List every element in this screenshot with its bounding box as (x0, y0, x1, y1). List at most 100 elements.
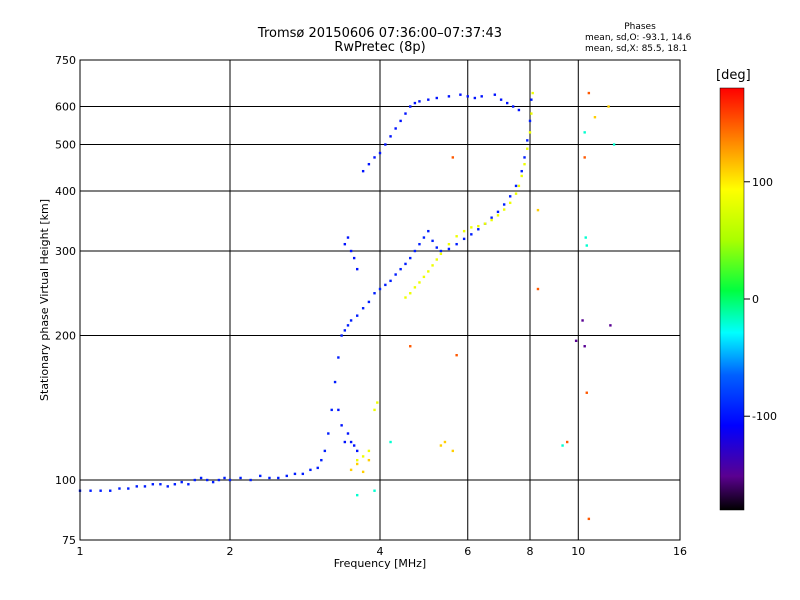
data-point (528, 131, 532, 134)
data-point (565, 440, 569, 444)
data-point (409, 256, 412, 260)
data-point (530, 98, 533, 101)
data-point (211, 480, 215, 484)
data-point (477, 228, 480, 231)
data-point (352, 444, 356, 447)
data-point (355, 267, 359, 271)
data-point (89, 489, 92, 492)
data-point (443, 440, 447, 444)
colorbar-tick-label: 100 (752, 176, 773, 189)
data-point (531, 91, 534, 95)
data-point (259, 474, 262, 478)
data-point (268, 476, 271, 480)
data-point (349, 319, 353, 322)
data-point (523, 162, 526, 166)
data-point (285, 474, 288, 478)
data-point (526, 139, 529, 142)
data-point (493, 93, 497, 96)
data-point (520, 174, 523, 178)
data-point (376, 401, 379, 404)
data-point (517, 108, 521, 112)
data-point (480, 95, 483, 98)
data-point (422, 275, 426, 279)
data-point (514, 184, 518, 188)
data-point (361, 470, 365, 474)
data-point (399, 119, 402, 123)
data-point (343, 440, 347, 444)
data-point (462, 237, 466, 241)
data-point (343, 242, 347, 246)
data-point (523, 156, 526, 159)
data-point (389, 279, 392, 283)
data-point (455, 353, 458, 357)
colorbar-ticks: 100 0 -100 (744, 176, 777, 423)
data-point (384, 143, 387, 146)
data-point (293, 472, 297, 476)
data-point (373, 408, 376, 412)
data-point (439, 252, 443, 256)
data-point (413, 101, 417, 105)
data-point (373, 489, 376, 492)
data-point (418, 242, 421, 246)
data-point (447, 95, 451, 98)
data-point (422, 236, 426, 239)
data-point (384, 283, 387, 287)
data-point (99, 489, 102, 492)
data-point (409, 345, 412, 348)
data-point (320, 458, 323, 462)
data-point (477, 224, 480, 228)
data-point (180, 480, 183, 484)
data-point (574, 339, 578, 343)
data-point (118, 487, 121, 490)
data-point (526, 147, 529, 150)
data-point (451, 156, 455, 159)
data-point (502, 208, 506, 211)
data-point (502, 203, 506, 206)
data-point (373, 156, 376, 159)
axis-tick-labels: 1 2 4 6 8 10 16 75 100 200 300 400 500 600 750 (55, 54, 687, 558)
data-point (466, 95, 469, 98)
data-point (483, 222, 487, 225)
data-point (346, 324, 350, 327)
data-point (301, 472, 305, 476)
data-point (473, 96, 477, 100)
colorbar (719, 87, 745, 511)
data-point (361, 455, 365, 458)
x-tick-label: 4 (377, 545, 384, 558)
data-point (166, 485, 169, 488)
data-point (455, 242, 458, 246)
data-point (349, 249, 353, 253)
data-point (609, 324, 612, 327)
data-point (536, 208, 540, 212)
data-point (470, 226, 473, 229)
data-point (612, 143, 616, 146)
data-point (355, 314, 359, 317)
data-point (173, 483, 177, 486)
data-point (389, 135, 392, 138)
data-point (447, 247, 451, 251)
data-point (435, 258, 438, 261)
data-point (427, 98, 430, 101)
data-point (584, 236, 587, 239)
data-point (427, 270, 430, 273)
data-point (349, 440, 353, 444)
data-point (439, 249, 443, 253)
data-point (343, 329, 347, 332)
data-point (228, 478, 232, 482)
y-tick-label: 400 (55, 185, 76, 198)
data-point (418, 281, 421, 284)
data-point (135, 485, 138, 488)
data-point (413, 249, 417, 253)
data-point (431, 264, 434, 267)
data-point (470, 233, 473, 236)
data-point (239, 476, 242, 480)
data-point (583, 131, 586, 134)
data-point (499, 98, 503, 101)
data-point (394, 127, 397, 130)
chart-title-line2: RwPretec (8p) (334, 40, 426, 55)
phase-stats-o-line: mean, sd,O: -93.1, 14.6 (585, 33, 692, 43)
data-point (340, 334, 343, 337)
plot-frame (79, 59, 681, 541)
